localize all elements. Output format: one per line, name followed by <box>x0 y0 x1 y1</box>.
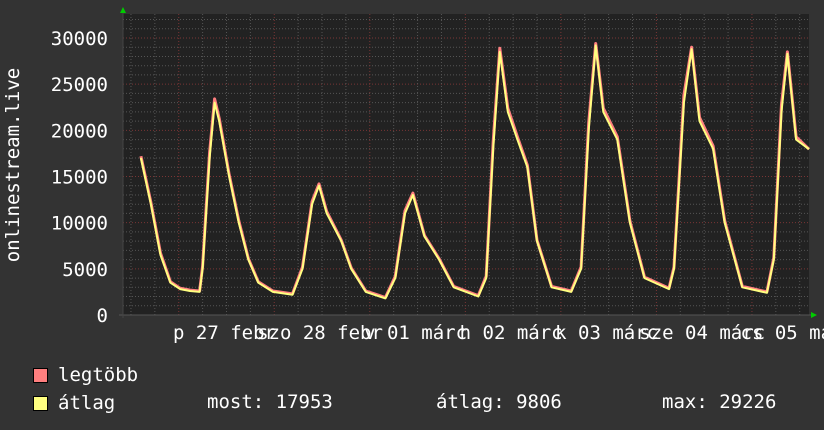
x-tick-label: szo 28 febr <box>257 322 383 344</box>
y-axis-label: onlinestream.live <box>2 68 24 262</box>
grid <box>123 14 809 315</box>
y-tick-label: 15000 <box>51 167 108 189</box>
y-tick-label: 10000 <box>51 213 108 235</box>
y-axis-arrow-icon <box>120 7 126 13</box>
x-tick-label: v 01 márc <box>364 322 467 344</box>
y-tick-label: 5000 <box>62 259 108 281</box>
y-tick-label: 25000 <box>51 74 108 96</box>
x-axis-arrow-icon <box>811 312 817 318</box>
y-tick-label: 20000 <box>51 120 108 142</box>
x-tick-label: cs 05 márc <box>741 322 824 344</box>
series-lines <box>139 42 811 300</box>
y-axis-ticks: 0 5000 10000 15000 20000 25000 30000 <box>51 28 108 327</box>
x-tick-label: h 02 márc <box>460 322 563 344</box>
series-line-avg <box>139 44 810 300</box>
x-tick-label: p 27 febr <box>173 322 276 344</box>
y-tick-label: 30000 <box>51 28 108 50</box>
x-tick-label: sze 04 márc <box>639 322 765 344</box>
y-tick-label: 0 <box>97 305 108 327</box>
x-tick-label: k 03 márc <box>555 322 658 344</box>
